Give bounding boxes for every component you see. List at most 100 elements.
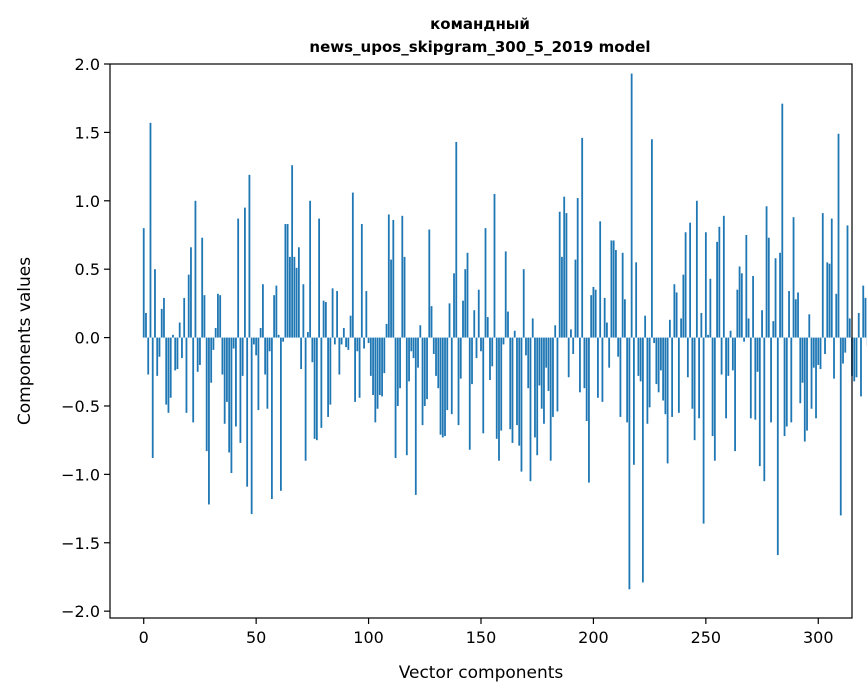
x-tick-label: 50 bbox=[246, 628, 266, 647]
bar-156 bbox=[493, 193, 496, 338]
bar-206 bbox=[606, 322, 608, 338]
bar-98 bbox=[363, 337, 365, 349]
bar-135 bbox=[446, 337, 449, 411]
bar-16 bbox=[178, 322, 181, 338]
bar-104 bbox=[376, 337, 379, 409]
x-tick-label: 250 bbox=[691, 628, 722, 647]
bar-176 bbox=[538, 337, 541, 386]
bar-310 bbox=[839, 337, 842, 516]
bar-76 bbox=[313, 337, 316, 439]
bar-267 bbox=[743, 337, 745, 342]
bar-244 bbox=[691, 337, 694, 409]
bar-134 bbox=[444, 337, 446, 437]
bar-118 bbox=[408, 337, 410, 382]
bar-123 bbox=[419, 325, 422, 338]
bar-191 bbox=[572, 337, 575, 354]
bar-209 bbox=[612, 240, 615, 338]
bar-289 bbox=[792, 217, 795, 338]
bar-155 bbox=[491, 337, 494, 367]
bar-110 bbox=[390, 259, 392, 338]
bar-293 bbox=[801, 337, 804, 383]
bar-296 bbox=[808, 314, 811, 338]
bar-45 bbox=[244, 207, 246, 338]
bar-143 bbox=[464, 269, 467, 338]
chart-subtitle: news_upos_skipgram_300_5_2019 model bbox=[309, 38, 650, 56]
bar-261 bbox=[729, 330, 732, 338]
bar-44 bbox=[241, 337, 244, 376]
bar-166 bbox=[516, 337, 518, 426]
bar-67 bbox=[293, 256, 296, 338]
bar-131 bbox=[437, 337, 440, 389]
bar-308 bbox=[835, 293, 838, 338]
bar-270 bbox=[749, 337, 752, 419]
bar-185 bbox=[558, 211, 561, 338]
bar-192 bbox=[574, 259, 577, 338]
bar-291 bbox=[797, 292, 799, 338]
bar-242 bbox=[686, 337, 689, 378]
bar-147 bbox=[473, 310, 476, 338]
bar-85 bbox=[333, 337, 336, 345]
bar-237 bbox=[675, 292, 678, 338]
bar-222 bbox=[641, 337, 644, 583]
bar-64 bbox=[286, 224, 289, 338]
bar-84 bbox=[331, 288, 334, 338]
bar-90 bbox=[345, 337, 347, 348]
bar-248 bbox=[700, 312, 703, 338]
bar-239 bbox=[680, 318, 683, 338]
bar-163 bbox=[509, 337, 512, 430]
bar-100 bbox=[367, 337, 370, 344]
y-axis-ticks: −2.0 −1.5 −1.0 −0.5 0.0 0.5 1.0 1.5 2.0 bbox=[61, 55, 110, 621]
bar-121 bbox=[414, 337, 417, 495]
bar-167 bbox=[518, 337, 521, 446]
y-tick-label: 0.5 bbox=[75, 260, 100, 279]
bar-274 bbox=[758, 337, 761, 467]
bar-170 bbox=[525, 337, 527, 356]
bar-21 bbox=[190, 247, 192, 338]
bar-58 bbox=[273, 295, 276, 338]
y-tick-label: −1.5 bbox=[61, 534, 100, 553]
bar-28 bbox=[205, 337, 208, 452]
bar-305 bbox=[828, 263, 831, 338]
bar-314 bbox=[848, 318, 851, 338]
bar-164 bbox=[511, 337, 514, 443]
bar-105 bbox=[378, 337, 381, 396]
bar-268 bbox=[745, 234, 748, 338]
bar-228 bbox=[655, 337, 658, 385]
bar-193 bbox=[576, 198, 579, 338]
bar-26 bbox=[201, 237, 204, 338]
bar-288 bbox=[790, 337, 793, 423]
bar-series bbox=[142, 73, 867, 590]
bar-235 bbox=[671, 337, 674, 417]
bar-220 bbox=[637, 337, 640, 376]
bar-292 bbox=[799, 337, 802, 404]
bar-196 bbox=[583, 337, 586, 389]
bar-257 bbox=[720, 337, 723, 375]
y-tick-label: −0.5 bbox=[61, 397, 100, 416]
bar-37 bbox=[226, 337, 228, 402]
bar-190 bbox=[570, 329, 572, 338]
bar-304 bbox=[826, 262, 829, 338]
bar-245 bbox=[693, 337, 696, 441]
bar-173 bbox=[531, 318, 534, 338]
bar-72 bbox=[304, 337, 307, 461]
bar-41 bbox=[235, 337, 237, 427]
bar-30 bbox=[210, 337, 213, 383]
bar-168 bbox=[520, 337, 523, 472]
bar-227 bbox=[653, 337, 656, 344]
bar-320 bbox=[862, 285, 865, 338]
bar-294 bbox=[803, 337, 806, 442]
bar-117 bbox=[405, 337, 408, 456]
bar-127 bbox=[428, 229, 431, 338]
bar-321 bbox=[864, 297, 867, 338]
bar-205 bbox=[603, 297, 606, 338]
bar-151 bbox=[482, 337, 485, 434]
bar-139 bbox=[455, 141, 458, 338]
bar-22 bbox=[192, 337, 195, 423]
bar-71 bbox=[302, 284, 305, 338]
bar-0 bbox=[142, 228, 145, 338]
bar-4 bbox=[151, 337, 154, 458]
bar-286 bbox=[785, 337, 788, 427]
bar-218 bbox=[633, 337, 635, 465]
bar-8 bbox=[160, 308, 163, 338]
bar-80 bbox=[322, 300, 325, 338]
